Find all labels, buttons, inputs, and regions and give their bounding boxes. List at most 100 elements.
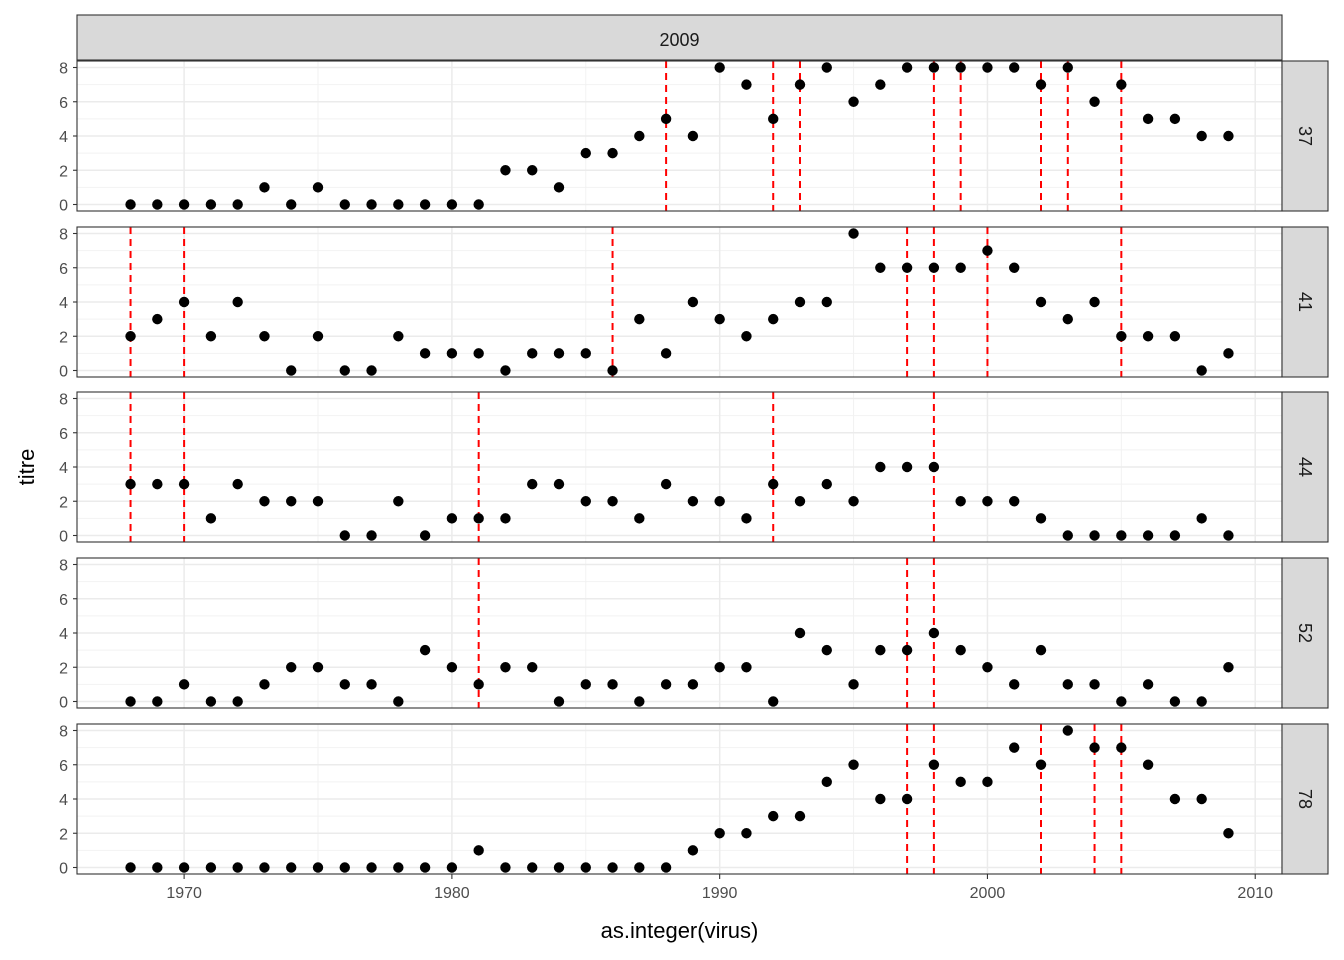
data-point — [982, 62, 993, 73]
data-point — [232, 478, 243, 490]
data-point — [821, 644, 832, 656]
data-point — [152, 862, 163, 873]
data-point — [205, 199, 217, 210]
data-point — [366, 365, 377, 376]
data-point — [339, 530, 350, 541]
y-tick-label: 6 — [59, 261, 68, 278]
data-point — [366, 199, 377, 210]
facet-panel-37: 0 2 4 6 8 37 — [59, 60, 1329, 215]
data-point — [741, 79, 752, 90]
data-point — [125, 199, 136, 210]
data-point — [1116, 742, 1127, 753]
data-point — [393, 496, 404, 507]
x-tick-label: 1980 — [434, 885, 470, 902]
data-point — [553, 862, 565, 873]
data-point — [687, 845, 699, 856]
data-point — [660, 679, 672, 690]
data-point — [1169, 696, 1181, 707]
y-tick-label: 2 — [59, 329, 68, 346]
data-point — [339, 679, 350, 690]
data-point — [178, 296, 190, 308]
data-point — [366, 862, 377, 873]
data-point — [393, 862, 404, 873]
y-tick-label: 8 — [59, 227, 68, 244]
data-point — [419, 199, 431, 210]
facet-strip-label: 52 — [1295, 623, 1315, 643]
data-point — [393, 199, 404, 210]
data-point — [1196, 696, 1207, 707]
data-point — [366, 679, 377, 690]
data-point — [982, 776, 993, 788]
data-point — [901, 644, 913, 656]
data-point — [741, 513, 752, 524]
y-tick-label: 8 — [59, 61, 68, 78]
data-point — [259, 496, 270, 507]
y-tick-label: 4 — [59, 460, 68, 477]
data-point — [1035, 296, 1047, 308]
data-point — [714, 662, 725, 673]
data-point — [125, 862, 136, 873]
data-point — [446, 348, 458, 359]
y-tick-label: 6 — [59, 426, 68, 443]
data-point — [232, 862, 243, 873]
data-point — [1009, 679, 1020, 690]
data-point — [500, 513, 511, 524]
facet-title: 2009 — [659, 30, 699, 50]
data-point — [687, 496, 699, 507]
data-point — [580, 862, 591, 873]
data-point — [1089, 679, 1100, 690]
y-tick-label: 4 — [59, 295, 68, 312]
data-point — [473, 679, 484, 690]
data-point — [553, 348, 565, 359]
data-point — [634, 696, 645, 707]
data-point — [419, 348, 431, 359]
data-point — [339, 199, 350, 210]
data-point — [928, 62, 940, 73]
facet-strip-top-box — [76, 14, 1283, 61]
data-point — [1035, 513, 1047, 524]
data-point — [768, 810, 779, 822]
y-tick-label: 0 — [59, 529, 68, 546]
data-point — [152, 199, 163, 210]
data-point — [1169, 113, 1181, 125]
data-point — [1035, 759, 1047, 770]
data-point — [982, 662, 993, 673]
data-point — [687, 296, 699, 308]
data-point — [955, 262, 966, 273]
data-point — [607, 862, 618, 873]
data-point — [1009, 496, 1020, 507]
x-axis: 1970 1980 1990 2000 2010 — [166, 874, 1273, 902]
data-point — [634, 313, 645, 325]
data-point — [1142, 679, 1154, 690]
data-point — [714, 828, 725, 839]
data-point — [1035, 644, 1047, 656]
data-point — [1009, 742, 1020, 753]
data-point — [580, 496, 591, 507]
data-point — [1089, 742, 1100, 753]
data-point — [794, 496, 806, 507]
facet-strip-right — [1281, 557, 1329, 709]
data-point — [259, 331, 270, 342]
data-point — [1089, 296, 1100, 308]
data-point — [286, 365, 297, 376]
data-point — [1062, 679, 1073, 690]
data-point — [1142, 113, 1154, 125]
data-point — [553, 182, 565, 193]
data-point — [205, 331, 217, 342]
y-tick-label: 0 — [59, 364, 68, 381]
data-point — [125, 696, 136, 707]
data-point — [152, 696, 163, 707]
data-point — [634, 513, 645, 524]
y-axis-title: titre — [14, 449, 39, 486]
data-point — [125, 331, 136, 342]
data-point — [768, 313, 779, 325]
data-point — [580, 147, 591, 159]
data-point — [875, 461, 886, 473]
data-point — [500, 662, 511, 673]
data-point — [901, 793, 913, 805]
data-point — [393, 696, 404, 707]
data-point — [232, 199, 243, 210]
facet-panel-52: 0 2 4 6 8 52 — [59, 557, 1329, 712]
data-point — [794, 79, 806, 90]
